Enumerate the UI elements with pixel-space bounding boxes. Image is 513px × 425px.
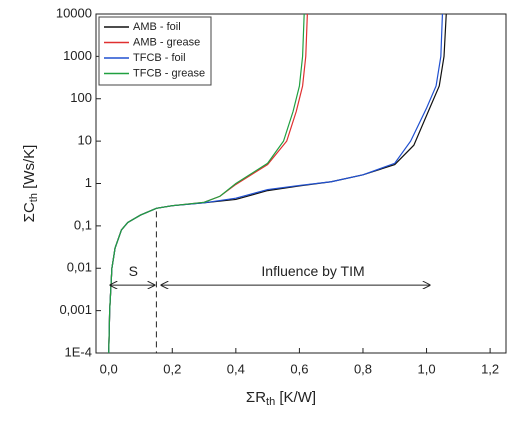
y-tick-label: 10000 <box>56 5 92 20</box>
xlabel: ΣRth [K/W] <box>246 389 316 408</box>
y-tick-label: 1E-4 <box>65 344 92 359</box>
legend-box <box>98 16 212 86</box>
x-tick-label: 0,2 <box>163 361 181 376</box>
legend-label: AMB - foil <box>133 21 181 33</box>
x-tick-label: 1,0 <box>418 361 436 376</box>
x-tick-label: 0,4 <box>227 361 245 376</box>
legend-label: AMB - grease <box>133 36 200 48</box>
ylabel-main: ΣC <box>21 202 38 222</box>
xlabel-sub: th <box>266 396 275 408</box>
annotation: Influence by TIM <box>261 263 364 279</box>
ylabel: ΣCth [Ws/K] <box>21 145 40 223</box>
y-tick-label: 0,1 <box>74 217 92 232</box>
annotation: S <box>129 263 138 279</box>
ylabel-unit: [Ws/K] <box>21 145 38 193</box>
y-tick-label: 100 <box>70 90 92 105</box>
legend-label: TFCB - foil <box>133 52 186 64</box>
xlabel-unit: [K/W] <box>275 389 316 406</box>
y-tick-label: 0,01 <box>67 260 92 275</box>
ylabel-sub: th <box>28 193 40 202</box>
y-tick-label: 10 <box>78 133 92 148</box>
series-line <box>108 13 305 354</box>
y-tick-label: 1000 <box>63 48 92 63</box>
x-tick-label: 0,6 <box>290 361 308 376</box>
x-tick-label: 0,0 <box>100 361 118 376</box>
y-tick-label: 1 <box>85 175 92 190</box>
x-tick-label: 0,8 <box>354 361 372 376</box>
legend-label: TFCB - grease <box>133 67 205 79</box>
xlabel-main: ΣR <box>246 389 266 406</box>
x-tick-label: 1,2 <box>481 361 499 376</box>
y-tick-label: 0,001 <box>59 302 92 317</box>
